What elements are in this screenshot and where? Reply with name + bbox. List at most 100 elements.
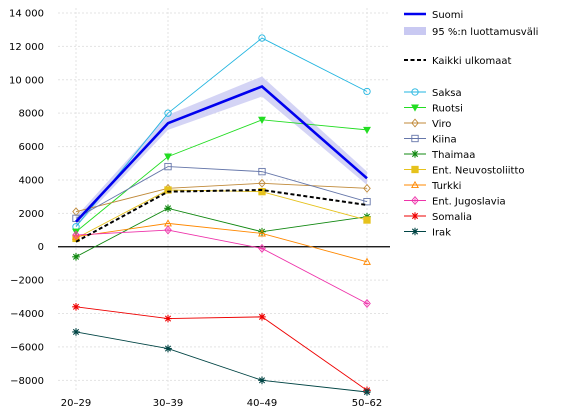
legend-marker-thaimaa-core bbox=[413, 152, 417, 156]
legend-marker-ruotsi bbox=[411, 104, 419, 112]
data-point-ent-jugoslavia-shape bbox=[258, 243, 266, 253]
data-point-irak-core bbox=[365, 390, 369, 394]
data-point-thaimaa-core bbox=[74, 255, 78, 259]
data-point-somalia bbox=[72, 303, 80, 311]
data-point-saksa-shape bbox=[258, 34, 266, 42]
series-line-ent-neuvostoliitto bbox=[75, 189, 368, 239]
data-point-irak bbox=[258, 376, 266, 385]
series-line-kaikki-ulkomaat bbox=[75, 188, 368, 243]
data-point-kiina bbox=[164, 162, 172, 171]
data-point-thaimaa-core bbox=[166, 206, 170, 210]
data-point-ent-jugoslavia bbox=[72, 230, 80, 240]
data-point-viro-shape bbox=[363, 183, 371, 193]
legend-label-saksa: Saksa bbox=[432, 88, 462, 99]
legend-label-viro: Viro bbox=[432, 119, 451, 130]
legend-label-kaikki-ulkomaat: Kaikki ulkomaat bbox=[432, 56, 511, 67]
data-point-ent-jugoslavia bbox=[164, 225, 172, 235]
data-point-ent-jugoslavia-shape bbox=[363, 299, 371, 309]
data-point-turkki bbox=[258, 229, 266, 237]
y-tick-label: 2000 bbox=[19, 209, 44, 220]
data-point-irak-core bbox=[74, 330, 78, 334]
data-point-irak bbox=[72, 328, 80, 336]
legend-label-ent-neuvostoliitto: Ent. Neuvostoliitto bbox=[432, 166, 525, 177]
legend-marker-thaimaa bbox=[411, 150, 419, 158]
legend-label-suomi: Suomi bbox=[432, 10, 463, 21]
legend-marker-kiina-shape bbox=[411, 134, 419, 143]
legend: Suomi 95 %:n luottamusväli Kaikki ulkomaat… bbox=[404, 10, 538, 239]
data-point-saksa-shape bbox=[164, 109, 172, 117]
legend-marker-viro bbox=[411, 118, 419, 128]
data-point-ent-jugoslavia bbox=[363, 299, 371, 309]
data-point-somalia bbox=[164, 314, 172, 323]
data-point-viro-shape bbox=[258, 178, 266, 188]
legend-swatch-confidence-band bbox=[404, 27, 426, 35]
y-tick-label: −8000 bbox=[10, 376, 44, 387]
data-point-saksa bbox=[164, 109, 172, 117]
data-point-kiina-shape bbox=[164, 162, 172, 171]
data-point-irak-core bbox=[166, 346, 170, 351]
y-tick-label: 4000 bbox=[19, 175, 44, 186]
data-point-ruotsi bbox=[164, 153, 172, 161]
series-line-suomi bbox=[75, 84, 368, 223]
legend-marker-ruotsi-shape bbox=[411, 104, 419, 112]
legend-marker-saksa bbox=[411, 88, 419, 96]
data-point-irak-core bbox=[260, 378, 264, 382]
legend-marker-irak bbox=[411, 227, 419, 236]
legend-marker-turkki bbox=[411, 180, 419, 189]
y-tick-label: 0 bbox=[38, 242, 44, 253]
legend-marker-ent-jugoslavia-shape bbox=[411, 196, 419, 205]
series-line-ent-jugoslavia bbox=[75, 229, 368, 304]
data-point-turkki-shape bbox=[258, 229, 266, 237]
x-tick-label: 50–62 bbox=[352, 398, 382, 409]
legend-marker-somalia bbox=[411, 212, 419, 220]
data-point-ent-jugoslavia bbox=[258, 243, 266, 253]
data-point-ruotsi-shape bbox=[258, 116, 266, 124]
data-point-ent-jugoslavia-cross bbox=[166, 228, 170, 233]
y-tick-label: 8000 bbox=[19, 109, 44, 120]
data-point-saksa-shape bbox=[363, 87, 371, 96]
y-tick-label: 12 000 bbox=[9, 42, 44, 53]
legend-label-ruotsi: Ruotsi bbox=[432, 104, 463, 115]
data-point-ent-neuvostoliitto-shape bbox=[258, 188, 266, 196]
data-point-ent-jugoslavia-shape bbox=[164, 225, 172, 235]
data-point-somalia-core bbox=[74, 305, 78, 309]
data-point-ent-neuvostoliitto-shape bbox=[164, 186, 172, 194]
y-tick-label: 14 000 bbox=[9, 9, 44, 20]
data-point-irak bbox=[164, 344, 172, 353]
series-line-turkki bbox=[75, 222, 368, 263]
x-tick-label: 40–49 bbox=[247, 398, 277, 409]
legend-label-somalia: Somalia bbox=[432, 212, 472, 223]
data-point-saksa bbox=[258, 34, 266, 42]
legend-marker-ent-jugoslavia bbox=[411, 196, 419, 205]
y-tick-label: −4000 bbox=[10, 309, 44, 320]
data-point-ruotsi-shape bbox=[72, 228, 80, 236]
data-point-somalia-core bbox=[260, 315, 264, 319]
data-point-ruotsi-shape bbox=[164, 153, 172, 161]
series-line-somalia bbox=[75, 306, 368, 391]
data-point-ent-jugoslavia-cross bbox=[365, 301, 369, 306]
data-point-viro bbox=[363, 183, 371, 193]
x-tick-label: 30–39 bbox=[153, 398, 183, 409]
data-point-somalia bbox=[258, 313, 266, 321]
legend-marker-viro-shape bbox=[411, 118, 419, 128]
series-line-kiina bbox=[75, 166, 368, 219]
y-tick-label: 10 000 bbox=[9, 75, 44, 86]
legend-marker-somalia-core bbox=[413, 214, 417, 218]
legend-marker-kiina bbox=[411, 134, 419, 143]
y-tick-label: −6000 bbox=[10, 342, 44, 353]
legend-marker-ent-neuvostoliitto-shape bbox=[411, 165, 419, 174]
data-point-ent-jugoslavia-cross bbox=[260, 246, 264, 251]
x-tick-label: 20–29 bbox=[61, 398, 91, 409]
data-point-ruotsi bbox=[72, 228, 80, 236]
data-point-thaimaa bbox=[164, 204, 172, 213]
legend-marker-ent-jugoslavia-cross bbox=[413, 198, 417, 203]
series-line-ruotsi bbox=[75, 119, 368, 233]
data-point-ruotsi bbox=[363, 126, 371, 135]
data-point-saksa bbox=[363, 87, 371, 96]
data-point-ent-jugoslavia-shape bbox=[72, 230, 80, 240]
legend-label-confidence-band: 95 %:n luottamusväli bbox=[432, 27, 538, 38]
legend-label-thaimaa: Thaimaa bbox=[431, 150, 475, 161]
data-point-turkki-shape bbox=[363, 257, 371, 265]
legend-marker-turkki-shape bbox=[411, 180, 419, 189]
